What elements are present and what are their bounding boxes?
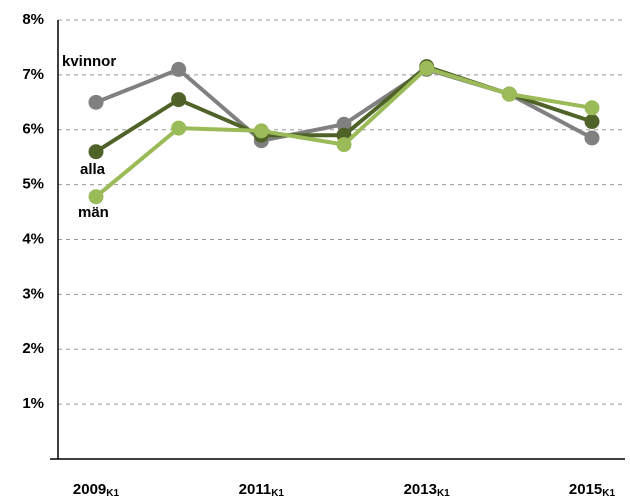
data-point xyxy=(253,123,269,139)
y-tick-label: 3% xyxy=(22,285,44,302)
series-label: kvinnor xyxy=(62,53,116,70)
y-tick-label: 8% xyxy=(22,11,44,28)
y-tick-label: 6% xyxy=(22,121,44,138)
data-point xyxy=(336,137,352,153)
data-point xyxy=(171,120,187,136)
data-point xyxy=(419,60,435,76)
data-point xyxy=(584,130,600,146)
data-point xyxy=(584,100,600,116)
x-tick-label: 2013K1 xyxy=(404,481,451,499)
y-tick-label: 5% xyxy=(22,176,44,193)
y-tick-label: 4% xyxy=(22,230,44,247)
data-point xyxy=(88,189,104,205)
data-point xyxy=(584,114,600,130)
x-tick-label: 2015K1 xyxy=(569,481,616,499)
data-point xyxy=(336,116,352,132)
y-tick-label: 1% xyxy=(22,395,44,412)
data-point xyxy=(88,144,104,160)
data-point xyxy=(501,86,517,102)
x-tick-label: 2009K1 xyxy=(73,481,120,499)
y-tick-label: 7% xyxy=(22,66,44,83)
x-tick-label: 2011K1 xyxy=(239,481,285,499)
data-point xyxy=(171,61,187,77)
data-point xyxy=(171,92,187,108)
series-label: alla xyxy=(80,161,106,178)
y-tick-label: 2% xyxy=(22,340,44,357)
data-point xyxy=(88,94,104,110)
series-label: män xyxy=(78,204,109,221)
